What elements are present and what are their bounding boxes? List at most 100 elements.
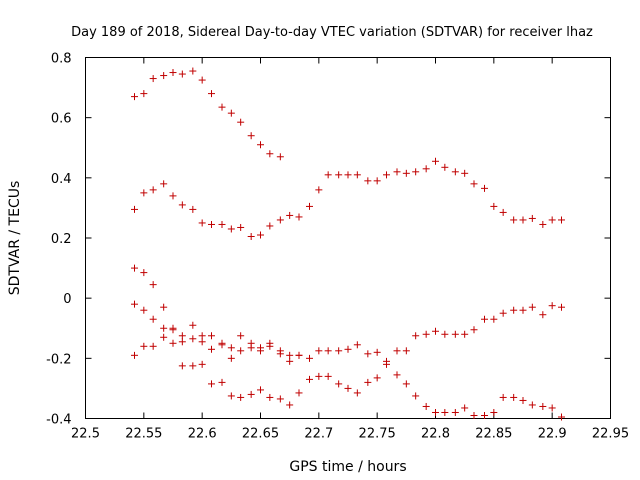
data-point (131, 93, 138, 101)
data-point (227, 225, 235, 233)
data-point (470, 326, 478, 334)
data-point (315, 347, 323, 355)
data-point (548, 404, 556, 412)
data-point (276, 216, 284, 224)
data-point (208, 220, 215, 228)
data-point (499, 309, 507, 317)
data-point (315, 372, 323, 380)
y-tick-label: 0.6 (51, 112, 72, 127)
data-point (470, 411, 478, 419)
data-point (558, 413, 565, 421)
data-point (237, 223, 245, 231)
data-point (257, 141, 264, 149)
data-point (218, 103, 226, 111)
data-point (353, 389, 361, 397)
data-point (364, 378, 372, 386)
data-point (227, 354, 235, 362)
data-point (393, 168, 401, 176)
data-point (499, 393, 507, 401)
data-point (558, 216, 565, 224)
data-point (178, 332, 186, 340)
data-point (218, 341, 226, 349)
data-point (461, 169, 469, 177)
data-point (227, 344, 235, 352)
data-point (140, 269, 148, 277)
data-point (335, 380, 343, 388)
data-point (528, 214, 536, 222)
data-point (402, 380, 410, 388)
x-tick-label: 22.6 (188, 427, 217, 442)
x-tick-label: 22.95 (592, 427, 629, 442)
x-tick-label: 22.8 (421, 427, 450, 442)
data-point (266, 342, 274, 350)
data-point (315, 186, 323, 194)
data-point (295, 213, 303, 221)
data-point (149, 342, 157, 350)
data-point (510, 216, 518, 224)
data-point (169, 324, 177, 332)
data-point (257, 231, 264, 239)
data-point (149, 186, 157, 194)
data-point (324, 372, 332, 380)
data-point (539, 402, 547, 410)
data-point (266, 222, 274, 230)
data-point (131, 264, 138, 272)
data-point (237, 347, 245, 355)
data-point (451, 330, 459, 338)
data-point (490, 315, 498, 323)
data-point (140, 189, 148, 197)
data-point (481, 315, 488, 323)
data-point (247, 132, 255, 140)
x-tick-label: 22.75 (359, 427, 396, 442)
data-point (432, 408, 439, 416)
x-tick-label: 22.9 (538, 427, 567, 442)
data-point (247, 390, 255, 398)
data-point (266, 393, 274, 401)
y-tick-label: 0 (63, 292, 71, 307)
data-point (160, 303, 168, 311)
data-point (306, 354, 313, 362)
data-point (169, 339, 177, 347)
data-point (335, 171, 343, 179)
y-tick-label: 0.4 (51, 172, 72, 187)
axis-ticks (85, 57, 611, 419)
data-point (178, 362, 186, 370)
data-point (218, 378, 226, 386)
data-point (169, 69, 177, 77)
data-point (149, 315, 157, 323)
data-point (548, 216, 556, 224)
data-point (189, 362, 197, 370)
x-tick-label: 22.85 (475, 427, 512, 442)
y-tick-labels: -0.4 -0.2 0 0.2 0.4 0.6 0.8 (46, 52, 71, 428)
data-point (295, 351, 303, 359)
data-point (149, 281, 157, 289)
data-point (218, 220, 226, 228)
data-point (266, 150, 274, 158)
data-point (481, 411, 488, 419)
data-point (286, 351, 294, 359)
data-point (461, 330, 469, 338)
data-point (412, 168, 420, 176)
data-point (189, 67, 197, 75)
data-point (306, 202, 313, 210)
data-point (160, 180, 168, 188)
data-point (344, 171, 352, 179)
data-point (178, 201, 186, 209)
data-point (490, 408, 498, 416)
data-point (276, 350, 284, 358)
data-point (373, 348, 381, 356)
data-point (178, 70, 186, 78)
series-satellite-e (131, 333, 303, 409)
data-point (373, 374, 381, 382)
data-point (198, 76, 206, 84)
data-point (490, 202, 498, 210)
data-point (140, 342, 148, 350)
x-tick-label: 22.55 (125, 427, 162, 442)
data-point (149, 75, 157, 83)
data-point (131, 205, 138, 213)
data-point (198, 219, 206, 227)
data-point (383, 357, 390, 365)
data-point (353, 341, 361, 349)
data-point (324, 347, 332, 355)
data-point (393, 371, 401, 379)
